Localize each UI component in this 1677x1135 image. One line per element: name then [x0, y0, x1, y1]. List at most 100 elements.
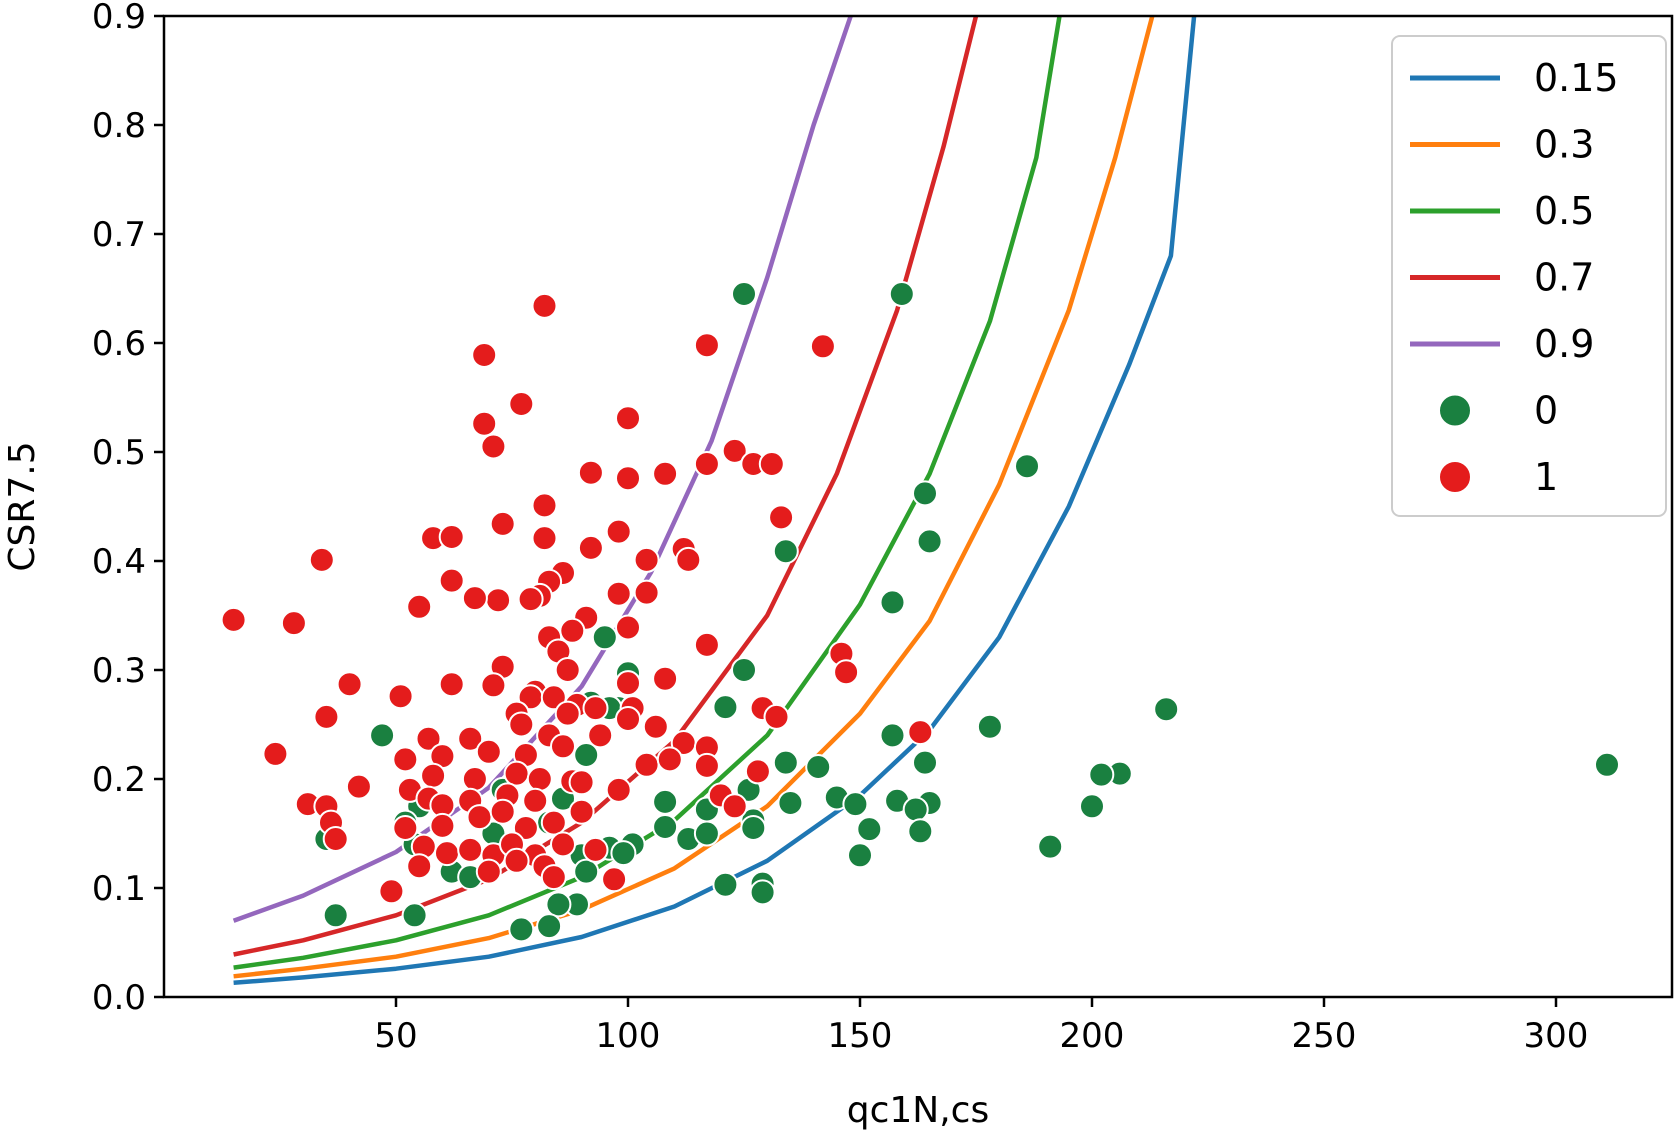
point-series-1 [652, 665, 679, 692]
point-series-1 [615, 405, 641, 432]
point-series-1 [457, 836, 484, 863]
point-series-1 [434, 840, 460, 867]
x-tick-label: 100 [596, 1016, 661, 1056]
point-series-0 [731, 657, 757, 683]
point-series-1 [438, 524, 465, 550]
point-series-0 [772, 538, 799, 565]
point-series-1 [577, 459, 604, 486]
x-tick-label: 250 [1292, 1016, 1357, 1056]
point-series-1 [615, 706, 641, 732]
legend-swatch-0 [1438, 393, 1472, 428]
point-series-1 [907, 719, 934, 746]
point-series-1 [540, 809, 567, 836]
point-series-1 [763, 703, 790, 730]
curve-0.15 [233, 16, 1197, 986]
x-tick-label: 300 [1524, 1016, 1589, 1056]
point-series-0 [712, 871, 739, 898]
point-series-1 [503, 847, 530, 874]
point-series-1 [480, 672, 507, 699]
legend-label-0: 0 [1534, 389, 1558, 433]
point-series-1 [336, 671, 363, 698]
point-series-0 [369, 722, 396, 749]
point-series-0 [652, 788, 679, 815]
legend-label-0.15: 0.15 [1534, 56, 1619, 100]
point-series-1 [471, 342, 498, 368]
point-series-1 [457, 725, 484, 752]
point-series-0 [322, 902, 349, 929]
point-series-1 [429, 812, 456, 839]
point-series-0 [693, 820, 720, 847]
point-series-1 [420, 762, 447, 789]
point-series-1 [387, 683, 414, 710]
curve-0.7 [233, 16, 979, 957]
point-series-1 [531, 525, 558, 552]
point-series-1 [550, 733, 576, 760]
point-series-1 [313, 703, 340, 730]
point-series-1 [531, 292, 558, 319]
point-series-1 [550, 831, 576, 858]
point-series-0 [536, 913, 563, 940]
point-series-0 [1014, 453, 1040, 480]
point-series-0 [907, 818, 934, 845]
y-axis-label: CSR7.5 [2, 441, 43, 571]
point-series-0 [1037, 833, 1064, 860]
point-series-1 [475, 858, 502, 885]
point-series-1 [517, 586, 544, 613]
point-series-1 [485, 587, 512, 614]
y-tick-label: 0.7 [92, 215, 146, 255]
point-series-1 [582, 836, 609, 863]
point-series-0 [916, 528, 943, 555]
point-series-1 [693, 752, 720, 779]
point-series-0 [591, 624, 618, 651]
point-series-0 [902, 796, 929, 823]
point-series-1 [308, 546, 335, 573]
point-series-1 [582, 695, 609, 722]
point-series-1 [559, 617, 586, 644]
point-series-1 [554, 657, 581, 683]
legend-label-0.9: 0.9 [1534, 322, 1594, 366]
point-series-1 [615, 614, 641, 641]
point-series-0 [401, 902, 428, 929]
point-series-1 [633, 751, 660, 778]
curve-0.5 [233, 16, 1062, 970]
point-series-0 [856, 816, 883, 843]
point-series-1 [345, 773, 372, 800]
point-series-1 [577, 534, 604, 561]
point-series-1 [554, 700, 581, 727]
y-tick-label: 0.2 [92, 760, 146, 800]
y-tick-label: 0.1 [92, 869, 146, 909]
point-series-1 [406, 593, 433, 620]
point-series-1 [415, 725, 442, 752]
point-series-0 [740, 815, 767, 841]
points-layer [220, 281, 1620, 943]
point-series-1 [461, 585, 488, 612]
point-series-0 [888, 281, 915, 307]
point-series-0 [842, 791, 869, 818]
legend-label-1: 1 [1534, 455, 1558, 499]
point-series-1 [489, 798, 516, 825]
point-series-0 [1153, 696, 1180, 723]
point-series-1 [475, 738, 502, 765]
point-series-0 [1594, 751, 1620, 778]
point-series-1 [744, 758, 771, 785]
x-tick-label: 150 [828, 1016, 893, 1056]
point-series-1 [392, 815, 419, 841]
point-series-0 [545, 891, 572, 918]
point-series-0 [879, 589, 906, 616]
point-series-1 [693, 332, 720, 359]
point-series-1 [438, 671, 465, 698]
point-series-1 [480, 433, 507, 460]
point-series-1 [633, 579, 660, 606]
point-series-0 [508, 916, 535, 943]
y-tick-label: 0.6 [92, 324, 146, 364]
point-series-1 [378, 878, 405, 905]
point-series-0 [573, 858, 600, 885]
legend-label-0.5: 0.5 [1534, 189, 1594, 233]
point-series-1 [568, 769, 595, 796]
point-series-1 [503, 760, 530, 787]
x-tick-label: 50 [374, 1016, 417, 1056]
point-series-1 [508, 711, 535, 738]
point-series-1 [809, 333, 836, 360]
point-series-1 [322, 826, 349, 852]
point-series-1 [466, 804, 493, 831]
